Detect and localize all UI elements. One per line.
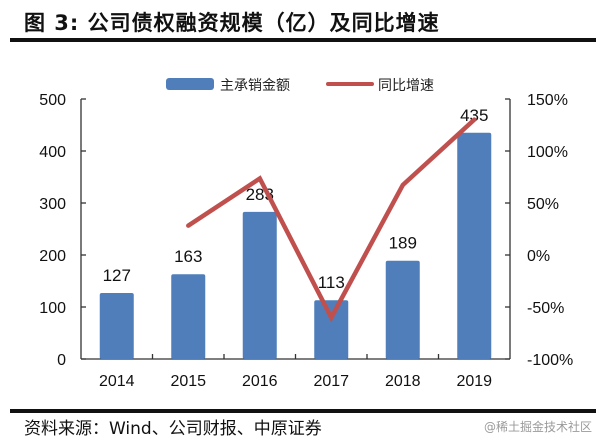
legend-line-label: 同比增速 xyxy=(378,78,434,94)
bar-value-label: 127 xyxy=(103,266,131,285)
left-axis-tick-label: 500 xyxy=(39,92,66,109)
bar-value-label: 113 xyxy=(318,273,345,292)
right-axis-tick-label: -50% xyxy=(527,300,564,317)
right-axis-tick-label: -100% xyxy=(527,352,573,369)
x-axis-tick-label: 2017 xyxy=(313,373,349,390)
watermark: @稀土掘金技术社区 xyxy=(483,420,592,434)
footer-divider xyxy=(10,409,596,413)
x-axis-tick-label: 2014 xyxy=(99,373,135,390)
bar-value-label: 163 xyxy=(174,247,202,266)
bar xyxy=(99,292,134,359)
right-axis-tick-label: 150% xyxy=(527,92,568,109)
x-axis-tick-label: 2018 xyxy=(385,373,421,390)
left-axis-tick-label: 0 xyxy=(57,352,66,369)
bar-series xyxy=(99,132,492,359)
growth-line-series xyxy=(186,117,477,323)
bar-value-label: 189 xyxy=(389,234,417,253)
bar xyxy=(457,132,492,359)
left-axis-tick-label: 200 xyxy=(39,248,66,265)
left-axis-tick-labels: 500 400 300 200 100 0 xyxy=(39,92,66,369)
left-axis-tick-label: 400 xyxy=(39,144,66,161)
chart-title: 图 3: 公司债权融资规模（亿）及同比增速 xyxy=(24,11,440,35)
x-axis-tick-label: 2016 xyxy=(242,373,278,390)
bar xyxy=(242,211,277,359)
bar-value-label: 435 xyxy=(460,106,488,125)
axes xyxy=(80,98,511,360)
legend-bar-label: 主承销金额 xyxy=(220,78,290,94)
right-axis-tick-labels: 150% 100% 50% 0% -50% -100% xyxy=(527,92,573,369)
bar xyxy=(385,260,420,359)
title-divider xyxy=(10,38,596,42)
source-note: 资料来源：Wind、公司财报、中原证券 xyxy=(24,419,322,439)
left-axis-tick-label: 100 xyxy=(39,300,66,317)
x-axis-tick-labels: 2014 2015 2016 2017 2018 2019 xyxy=(99,373,492,390)
bar xyxy=(171,274,206,359)
right-axis-tick-label: 50% xyxy=(527,196,559,213)
x-axis-tick-label: 2015 xyxy=(170,373,206,390)
right-axis-tick-label: 0% xyxy=(527,248,550,265)
left-axis-tick-label: 300 xyxy=(39,196,66,213)
bar xyxy=(314,300,349,359)
x-axis-tick-label: 2019 xyxy=(456,373,492,390)
legend: 主承销金额 同比增速 xyxy=(166,78,434,94)
right-axis-tick-label: 100% xyxy=(527,144,568,161)
legend-bar-swatch xyxy=(166,78,214,90)
